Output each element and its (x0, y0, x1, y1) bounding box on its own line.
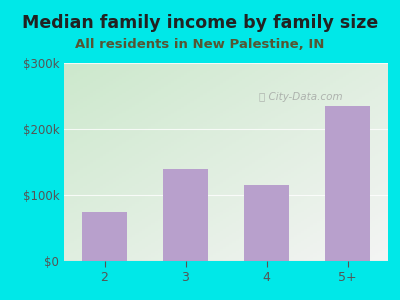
Text: Median family income by family size: Median family income by family size (22, 14, 378, 32)
Bar (325, 106, 370, 261)
Bar (82, 212, 127, 261)
Text: All residents in New Palestine, IN: All residents in New Palestine, IN (75, 38, 325, 50)
Bar (244, 185, 289, 261)
Bar (163, 169, 208, 261)
Text: ⓘ City-Data.com: ⓘ City-Data.com (259, 92, 342, 102)
